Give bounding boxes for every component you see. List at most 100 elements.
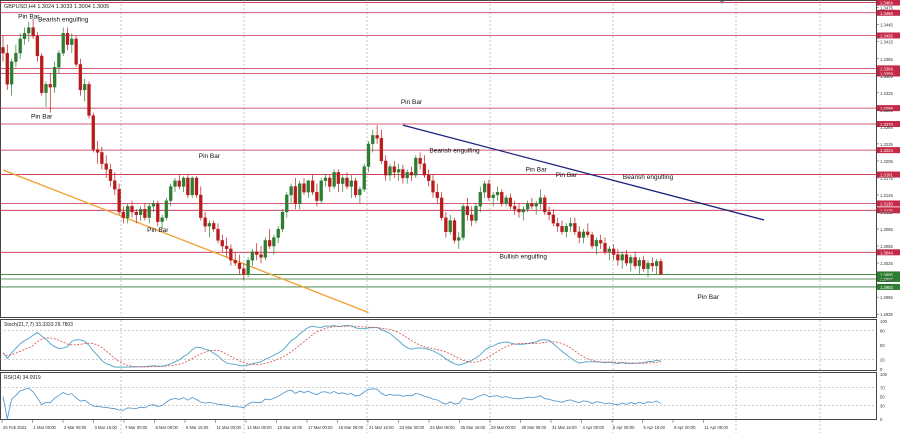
annotation-8: Pin Bar (556, 172, 578, 179)
annotation-0: Pin Bar (18, 13, 40, 20)
candle-body-146 (629, 257, 633, 264)
candle-body-43 (186, 177, 190, 196)
candle-body-112 (482, 183, 487, 193)
price-axis: 1.3475 1.3445 1.3415 1.3385 1.3355 1.3325 1.32… (876, 6, 893, 317)
price-tick-label-10: 1.3175 (880, 176, 893, 181)
candle-body-121 (521, 209, 525, 213)
candle-body-122 (525, 203, 530, 210)
candle-body-31 (134, 211, 138, 215)
candle-body-12 (52, 67, 57, 88)
price-tick-label-0: 1.3475 (880, 6, 893, 11)
candle-body-49 (212, 223, 216, 230)
level-tag-0 (877, 0, 900, 6)
candle-body-73 (315, 191, 319, 201)
annotation-4: Pin Bar (147, 227, 169, 234)
price-tick-label-6: 1.3295 (880, 108, 893, 113)
candle-body-8 (35, 35, 40, 57)
candle-body-39 (169, 186, 173, 201)
price-tick-label-14: 1.3055 (880, 244, 893, 249)
level-tag-6 (877, 121, 900, 128)
grid (120, 0, 821, 433)
time-tick-label-11: 18 Mar 08:00 (339, 425, 364, 430)
candle-body-60 (259, 254, 263, 258)
annotation-7: Pin Bar (526, 167, 548, 174)
annotation-9: Bearish engulfing (623, 174, 674, 181)
level-tag-10 (877, 207, 900, 214)
time-tick-label-7: 11 Mar 00:00 (217, 425, 242, 430)
horizontal-levels: 1.34841.34661.34261.33681.33591.32981.32… (0, 0, 900, 290)
candle-body-46 (199, 194, 203, 218)
time-tick-label-5: 8 Mar 08:00 (156, 425, 179, 430)
price-tick-label-16: 1.2995 (880, 278, 893, 283)
candle-body-108 (465, 206, 470, 215)
level-tag-label-6: 1.3270 (880, 122, 893, 127)
level-tag-2 (877, 32, 900, 39)
candle-body-82 (353, 180, 358, 196)
price-tick-label-11: 1.3145 (880, 193, 893, 198)
time-tick-label-18: 31 Mar 16:00 (552, 425, 577, 430)
candle-body-37 (160, 217, 164, 222)
candle-body-48 (207, 223, 212, 227)
stoch-tick-4: 0 (880, 367, 883, 372)
candle-body-127 (547, 211, 551, 215)
candle-body-106 (457, 237, 461, 241)
chart-title: GBPUSD,H4 1.3024 1.3033 1.3004 1.3005 (4, 4, 109, 10)
candle-body-75 (323, 177, 328, 181)
annotation-5: Pin Bar (401, 99, 423, 106)
time-tick-label-15: 25 Mar 16:00 (461, 425, 486, 430)
rsi-tick-2: 50 (880, 395, 885, 400)
candle-body-132 (568, 223, 573, 227)
candle-body-13 (57, 52, 61, 68)
candle-body-35 (151, 203, 156, 207)
stochastic-panel: 100 80 50 20 0 (0, 319, 888, 372)
candle-body-148 (637, 260, 642, 267)
candle-body-9 (40, 55, 44, 93)
candle-body-101 (435, 191, 439, 198)
candle-body-97 (418, 157, 422, 164)
time-tick-label-20: 5 Apr 08:00 (613, 425, 635, 430)
candle-body-117 (504, 197, 508, 204)
price-tick-label-5: 1.3325 (880, 91, 893, 96)
green-tag-1 (877, 275, 900, 282)
price-tick-label-3: 1.3385 (880, 57, 893, 62)
time-tick-label-13: 23 Mar 00:00 (400, 425, 425, 430)
price-panel-frame (0, 0, 877, 318)
level-tag-3 (877, 65, 900, 72)
level-tag-label-2: 1.3426 (880, 33, 893, 38)
candle-body-120 (517, 209, 521, 213)
candle-body-129 (556, 223, 560, 227)
candle-body-29 (126, 206, 130, 218)
candle-body-104 (448, 220, 452, 233)
candle-body-77 (332, 172, 336, 187)
level-tag-label-0: 1.3484 (880, 1, 893, 6)
candle-body-34 (147, 206, 151, 218)
candle-body-81 (349, 180, 353, 187)
candle-body-89 (384, 160, 388, 176)
candle-body-70 (302, 183, 306, 193)
candle-body-102 (439, 197, 444, 218)
candle-body-10 (44, 84, 48, 93)
candle-body-55 (237, 262, 242, 269)
level-tag-label-3: 1.3368 (880, 66, 893, 71)
candle-body-16 (70, 38, 74, 45)
rsi-tick-0: 100 (880, 372, 888, 377)
candle-body-76 (328, 177, 332, 187)
candle-body-74 (319, 180, 323, 201)
candle-body-91 (392, 166, 396, 173)
candle-body-1 (5, 52, 9, 85)
candle-body-54 (233, 260, 237, 264)
stoch-tick-3: 20 (880, 357, 885, 362)
time-tick-label-17: 30 Mar 08:00 (522, 425, 547, 430)
annotation-11: Pin Bar (698, 294, 720, 301)
time-tick-label-12: 21 Mar 16:00 (369, 425, 394, 430)
green-tag-label-1: 1.2997 (880, 277, 893, 282)
candle-body-57 (246, 260, 250, 275)
scroll-marker-icon[interactable] (720, 1, 724, 4)
level-tag-8 (877, 171, 900, 178)
candle-body-143 (616, 254, 620, 261)
candle-body-124 (534, 203, 538, 207)
candle-body-5 (22, 33, 27, 40)
annotation-3: Pin Bar (199, 153, 221, 160)
